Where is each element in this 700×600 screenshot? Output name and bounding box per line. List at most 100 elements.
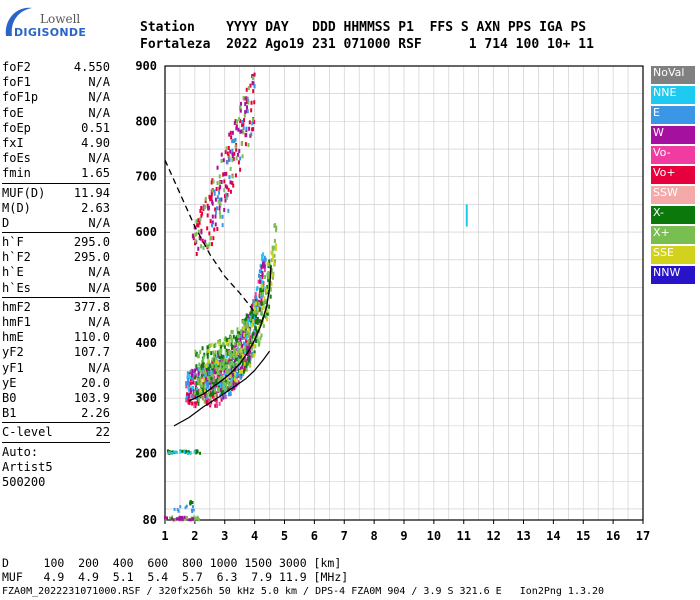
echo-point <box>196 354 199 359</box>
echo-point <box>202 246 205 251</box>
echo-point <box>250 338 253 343</box>
echo-point <box>198 220 201 225</box>
echo-point <box>208 390 211 395</box>
echo-point <box>211 357 214 362</box>
param-name: MUF(D) <box>2 185 46 200</box>
echo-point <box>191 501 194 505</box>
echo-point <box>227 187 230 192</box>
echo-point <box>230 374 233 379</box>
echo-point <box>268 304 271 309</box>
echo-point <box>268 259 271 264</box>
echo-point <box>213 191 216 196</box>
echo-point <box>265 286 268 291</box>
echo-point <box>199 209 202 214</box>
echo-point <box>221 359 224 364</box>
echo-point <box>193 372 196 377</box>
echo-point <box>188 400 191 405</box>
echo-point <box>231 130 234 135</box>
echo-point <box>217 371 220 376</box>
echo-point <box>181 517 184 521</box>
echo-point <box>241 343 244 348</box>
echo-point <box>200 363 203 368</box>
echo-point <box>210 342 213 347</box>
param-value: N/A <box>88 280 110 295</box>
echo-point <box>240 355 243 360</box>
y-tick-label: 400 <box>135 336 157 350</box>
echo-point <box>244 345 247 350</box>
echo-point <box>234 137 237 142</box>
logo-digisonde-text: DIGISONDE <box>14 26 87 39</box>
param-row: h`F 295.0 <box>2 235 110 250</box>
echo-point <box>240 142 243 147</box>
echo-point <box>245 330 248 335</box>
y-tick-label: 500 <box>135 280 157 294</box>
x-tick-label: 7 <box>341 529 348 543</box>
echo-point <box>258 329 261 334</box>
echo-point <box>226 193 229 198</box>
echo-point <box>194 238 197 243</box>
echo-point <box>190 394 193 399</box>
echo-point <box>264 290 267 295</box>
echo-point <box>247 361 250 366</box>
echo-point <box>199 388 202 393</box>
echo-point <box>211 178 214 183</box>
echo-point <box>240 348 243 353</box>
echo-point <box>252 321 255 326</box>
echo-point <box>243 348 246 353</box>
echo-point <box>186 452 189 456</box>
echo-point <box>232 355 235 360</box>
echo-point <box>219 361 222 366</box>
legend-item: SSE <box>651 246 695 264</box>
echo-point <box>166 449 169 453</box>
echo-point <box>243 113 246 118</box>
echo-point <box>247 86 250 91</box>
echo-point <box>228 368 231 373</box>
echo-point <box>269 287 272 292</box>
y-tick-label: 800 <box>135 114 157 128</box>
echo-point <box>197 218 200 223</box>
echo-point <box>218 210 221 215</box>
echo-point <box>235 350 238 355</box>
echo-point <box>194 349 197 354</box>
echo-point <box>220 158 223 163</box>
echo-point <box>265 315 268 320</box>
echo-point <box>255 287 258 292</box>
echo-point <box>202 358 205 363</box>
echo-point <box>238 373 241 378</box>
x-tick-label: 12 <box>486 529 500 543</box>
echo-point <box>250 340 253 345</box>
echo-point <box>199 350 202 355</box>
echo-point <box>218 206 221 211</box>
x-tick-label: 17 <box>636 529 650 543</box>
echo-point <box>242 330 245 335</box>
echo-point <box>255 338 258 343</box>
echo-point <box>175 450 178 454</box>
echo-point <box>250 309 253 314</box>
echo-point <box>203 394 206 399</box>
echo-point <box>216 367 219 372</box>
param-name: yE <box>2 375 17 390</box>
echo-point <box>190 508 193 512</box>
echo-point <box>208 380 211 385</box>
echo-point <box>214 207 217 212</box>
echo-point <box>262 288 265 293</box>
param-row: D N/A <box>2 216 110 231</box>
echo-point <box>255 295 258 300</box>
echo-point <box>209 392 212 397</box>
param-row: foF1 N/A <box>2 75 110 90</box>
echo-point <box>206 395 209 400</box>
echo-point <box>242 369 245 374</box>
echo-point <box>225 341 228 346</box>
echo-point <box>260 283 263 288</box>
echo-point <box>220 390 223 395</box>
echo-point <box>257 338 260 343</box>
echo-point <box>210 368 213 373</box>
echo-point <box>211 359 214 364</box>
echo-point <box>241 119 244 124</box>
echo-point <box>249 335 252 340</box>
x-tick-label: 13 <box>516 529 530 543</box>
echo-point <box>208 399 211 404</box>
echo-point <box>248 120 251 125</box>
echo-point <box>230 380 233 385</box>
echo-point <box>179 450 182 454</box>
